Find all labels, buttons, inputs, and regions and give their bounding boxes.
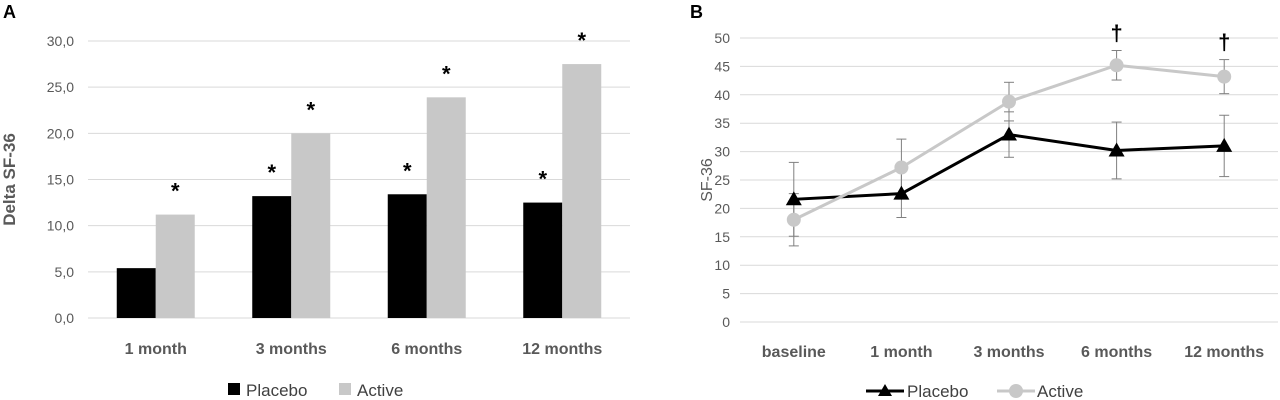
legend-label-placebo: Placebo <box>907 382 968 400</box>
point-active-3-months <box>1002 94 1016 109</box>
legend-swatch-placebo <box>228 383 240 395</box>
point-active-1-month <box>894 160 909 175</box>
bar-active-6-months <box>426 97 466 318</box>
bar-active-1-month <box>155 214 195 318</box>
y-tick-label: 20 <box>714 200 730 216</box>
panel-b-label: B <box>690 2 703 22</box>
x-tick-label: 3 months <box>973 344 1044 361</box>
y-tick-label: 10,0 <box>47 218 74 234</box>
point-active-6-months <box>1109 58 1124 73</box>
legend-label-placebo: Placebo <box>246 381 307 400</box>
panel-b-annotations: † † <box>1110 20 1230 54</box>
x-tick-label: 1 month <box>870 344 932 361</box>
point-placebo-baseline <box>785 191 802 206</box>
panel-b-y-axis-label: SF-36 <box>699 158 716 202</box>
significance-dagger: † <box>1110 20 1122 45</box>
panel-a-legend: Placebo Active <box>228 381 403 400</box>
bar-active-3-months <box>291 133 331 318</box>
y-tick-label: 15,0 <box>47 172 74 188</box>
significance-mark: * <box>171 179 180 204</box>
point-placebo-6-months <box>1108 142 1125 157</box>
point-placebo-1-month <box>893 185 910 200</box>
legend-label-active: Active <box>357 381 403 400</box>
legend-label-active: Active <box>1037 382 1083 400</box>
panel-a: A 0,0 5,0 10,0 15,0 20,0 25,0 30,0 Delta SF-36… <box>0 2 630 400</box>
y-tick-label: 10 <box>714 257 730 273</box>
x-tick-label: baseline <box>762 344 826 361</box>
panel-b-y-ticks: 0 5 10 15 20 25 30 35 40 45 50 <box>714 30 730 330</box>
y-tick-label: 40 <box>714 87 730 103</box>
panel-a-y-ticks: 0,0 5,0 10,0 15,0 20,0 25,0 30,0 <box>47 33 74 326</box>
panel-a-significance-marks: * * * * * * * <box>171 28 587 204</box>
panel-a-bars <box>116 64 602 318</box>
y-tick-label: 25,0 <box>47 79 74 95</box>
bar-placebo-12-months <box>523 202 563 318</box>
panel-b-x-ticks: baseline 1 month 3 months 6 months 12 months <box>762 344 1265 361</box>
significance-mark: * <box>306 97 315 122</box>
point-placebo-12-months <box>1216 137 1233 152</box>
y-tick-label: 5 <box>722 286 730 302</box>
x-tick-label: 12 months <box>1184 344 1264 361</box>
y-tick-label: 50 <box>714 30 730 46</box>
y-tick-label: 15 <box>714 229 730 245</box>
y-tick-label: 30 <box>714 144 730 160</box>
y-tick-label: 20,0 <box>47 125 74 141</box>
bar-placebo-3-months <box>252 196 292 318</box>
y-tick-label: 25 <box>714 172 730 188</box>
x-tick-label: 3 months <box>256 341 327 358</box>
y-tick-label: 0 <box>722 314 730 330</box>
legend-marker-placebo <box>878 384 892 396</box>
y-tick-label: 0,0 <box>55 310 75 326</box>
point-active-12-months <box>1217 69 1232 84</box>
y-tick-label: 30,0 <box>47 33 74 49</box>
bar-placebo-6-months <box>387 194 427 318</box>
panel-b-gridlines <box>740 37 1278 323</box>
legend-marker-active <box>1009 384 1023 398</box>
panel-b-points <box>785 58 1233 227</box>
x-tick-label: 12 months <box>522 341 602 358</box>
significance-mark: * <box>403 158 412 183</box>
significance-dagger: † <box>1218 30 1230 55</box>
significance-mark: * <box>267 160 276 185</box>
panel-b-legend: Placebo Active <box>866 382 1083 400</box>
bar-active-12-months <box>562 64 602 318</box>
significance-mark: * <box>442 61 451 86</box>
x-tick-label: 6 months <box>391 341 462 358</box>
significance-mark: * <box>577 28 586 53</box>
y-tick-label: 35 <box>714 115 730 131</box>
point-placebo-3-months <box>1001 126 1017 141</box>
panel-a-y-axis-label: Delta SF-36 <box>0 133 19 226</box>
panel-a-label: A <box>3 2 16 22</box>
significance-mark: * <box>538 167 547 192</box>
bar-placebo-1-month <box>116 268 156 318</box>
x-tick-label: 6 months <box>1081 344 1152 361</box>
point-active-baseline <box>786 212 801 227</box>
legend-swatch-active <box>339 383 351 395</box>
y-tick-label: 45 <box>714 58 730 74</box>
panel-a-x-ticks: 1 month 3 months 6 months 12 months <box>125 341 603 358</box>
y-tick-label: 5,0 <box>55 264 75 280</box>
x-tick-label: 1 month <box>125 341 187 358</box>
